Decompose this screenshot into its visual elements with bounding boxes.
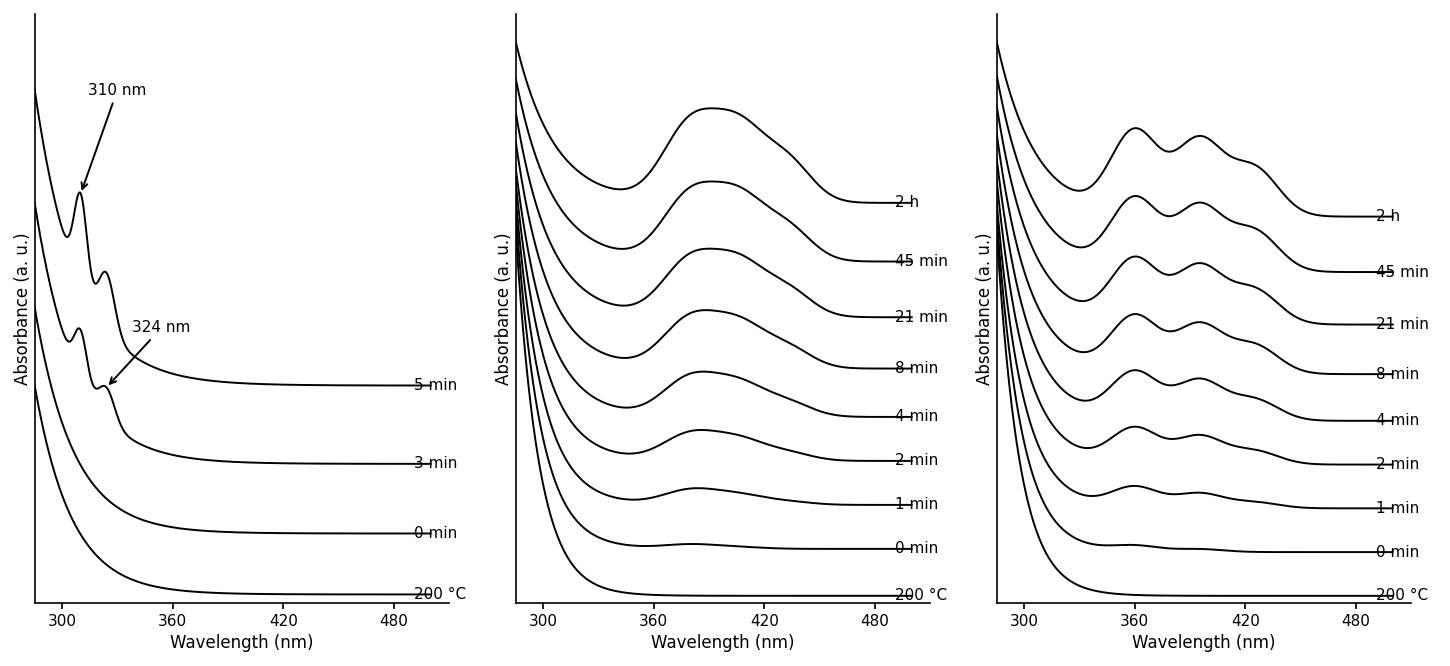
Text: 2 h: 2 h [895,195,919,210]
Text: 8 min: 8 min [895,361,938,376]
Text: 21 min: 21 min [895,310,948,325]
Text: 1 min: 1 min [1376,501,1420,516]
Text: 4 min: 4 min [895,410,938,424]
Y-axis label: Absorbance (a. u.): Absorbance (a. u.) [976,232,993,385]
Text: 2 h: 2 h [1376,209,1401,224]
X-axis label: Wavelength (nm): Wavelength (nm) [651,634,795,652]
Text: 2 min: 2 min [1376,457,1420,472]
Text: 200 °C: 200 °C [415,587,467,602]
Text: 21 min: 21 min [1376,317,1430,332]
Y-axis label: Absorbance (a. u.): Absorbance (a. u.) [494,232,513,385]
Text: 310 nm: 310 nm [81,83,146,189]
Text: 45 min: 45 min [1376,264,1430,280]
Text: 200 °C: 200 °C [1376,588,1428,603]
Text: 0 min: 0 min [895,541,938,556]
Text: 0 min: 0 min [415,526,457,541]
Text: 2 min: 2 min [895,454,938,468]
Y-axis label: Absorbance (a. u.): Absorbance (a. u.) [14,232,32,385]
Text: 4 min: 4 min [1376,414,1420,428]
Text: 1 min: 1 min [895,498,938,512]
Text: 324 nm: 324 nm [110,320,190,384]
Text: 5 min: 5 min [415,378,457,393]
Text: 200 °C: 200 °C [895,588,947,603]
Text: 8 min: 8 min [1376,367,1420,382]
Text: 3 min: 3 min [415,456,458,472]
X-axis label: Wavelength (nm): Wavelength (nm) [1132,634,1276,652]
Text: 0 min: 0 min [1376,545,1420,559]
Text: 45 min: 45 min [895,254,948,269]
X-axis label: Wavelength (nm): Wavelength (nm) [170,634,313,652]
